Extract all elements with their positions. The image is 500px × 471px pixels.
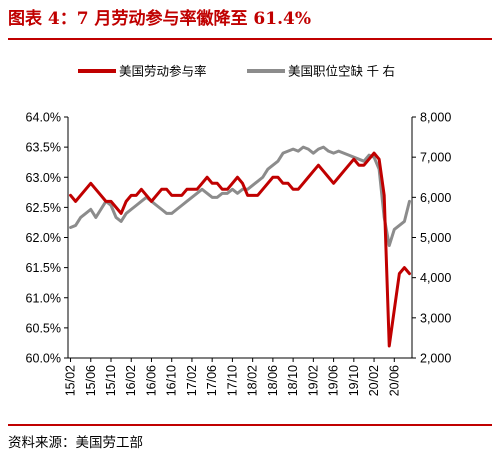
figure-title: 图表 4：7 月劳动参与率徽降至 61.4%: [8, 9, 311, 29]
left-tick-label: 63.0%: [26, 171, 61, 185]
x-tick-label: 16/10: [165, 365, 179, 396]
source-note: 资料来源：美国劳工部: [8, 435, 143, 451]
legend-label-openings: 美国职位空缺 千 右: [288, 64, 395, 79]
x-tick-label: 17/02: [185, 365, 199, 396]
right-tick-label: 2,000: [420, 352, 451, 366]
x-tick-label: 18/02: [246, 365, 260, 396]
left-tick-label: 60.5%: [26, 321, 61, 335]
x-tick-label: 20/02: [367, 365, 381, 396]
series-line-participation: [69, 151, 411, 348]
x-tick-label: 17/06: [205, 365, 219, 396]
left-tick-label: 63.5%: [26, 141, 61, 155]
x-tick-label: 20/06: [387, 365, 401, 396]
x-tick-label: 18/10: [286, 365, 300, 396]
right-tick-label: 4,000: [420, 271, 451, 285]
legend: 美国劳动参与率 美国职位空缺 千 右: [78, 64, 395, 79]
right-tick-label: 6,000: [420, 191, 451, 205]
x-tick-label: 16/06: [144, 365, 158, 396]
x-tick-label: 19/02: [306, 365, 320, 396]
source-rule: [8, 424, 492, 426]
x-tick-label: 15/06: [84, 365, 98, 396]
axes: 60.0% 60.5% 61.0% 61.5% 62.0% 62.5% 63.0% 63.5%…: [26, 111, 452, 397]
left-tick-label: 62.5%: [26, 201, 61, 215]
x-tick-label: 19/06: [327, 365, 341, 396]
x-tick-label: 15/10: [104, 365, 118, 396]
legend-label-participation: 美国劳动参与率: [119, 64, 207, 79]
left-tick-label: 64.0%: [26, 111, 61, 125]
plot-area: [69, 145, 411, 348]
title-rule: [8, 38, 492, 40]
right-tick-label: 5,000: [420, 231, 451, 245]
left-tick-label: 61.5%: [26, 261, 61, 275]
x-tick-label: 18/06: [266, 365, 280, 396]
x-tick-label: 19/10: [347, 365, 361, 396]
left-tick-label: 61.0%: [26, 291, 61, 305]
right-tick-label: 8,000: [420, 111, 451, 125]
left-tick-label: 60.0%: [26, 352, 61, 366]
right-tick-label: 3,000: [420, 311, 451, 325]
left-tick-label: 62.0%: [26, 231, 61, 245]
x-tick-label: 16/02: [124, 365, 138, 396]
series-line-openings: [69, 145, 411, 248]
x-tick-label: 15/02: [64, 365, 78, 396]
x-tick-label: 17/10: [225, 365, 239, 396]
right-tick-label: 7,000: [420, 151, 451, 165]
